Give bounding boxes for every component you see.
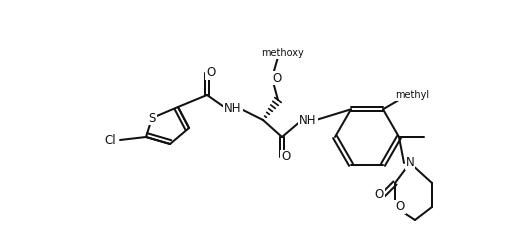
- Text: O: O: [395, 201, 405, 213]
- Text: NH: NH: [299, 113, 317, 127]
- Text: Cl: Cl: [104, 134, 116, 146]
- Text: O: O: [206, 67, 215, 79]
- Text: O: O: [374, 188, 384, 202]
- Text: methoxy: methoxy: [261, 48, 303, 58]
- Text: N: N: [406, 156, 414, 170]
- Text: NH: NH: [224, 103, 242, 115]
- Text: S: S: [149, 111, 156, 124]
- Text: methyl: methyl: [395, 90, 429, 100]
- Text: O: O: [272, 72, 281, 84]
- Text: O: O: [281, 150, 291, 164]
